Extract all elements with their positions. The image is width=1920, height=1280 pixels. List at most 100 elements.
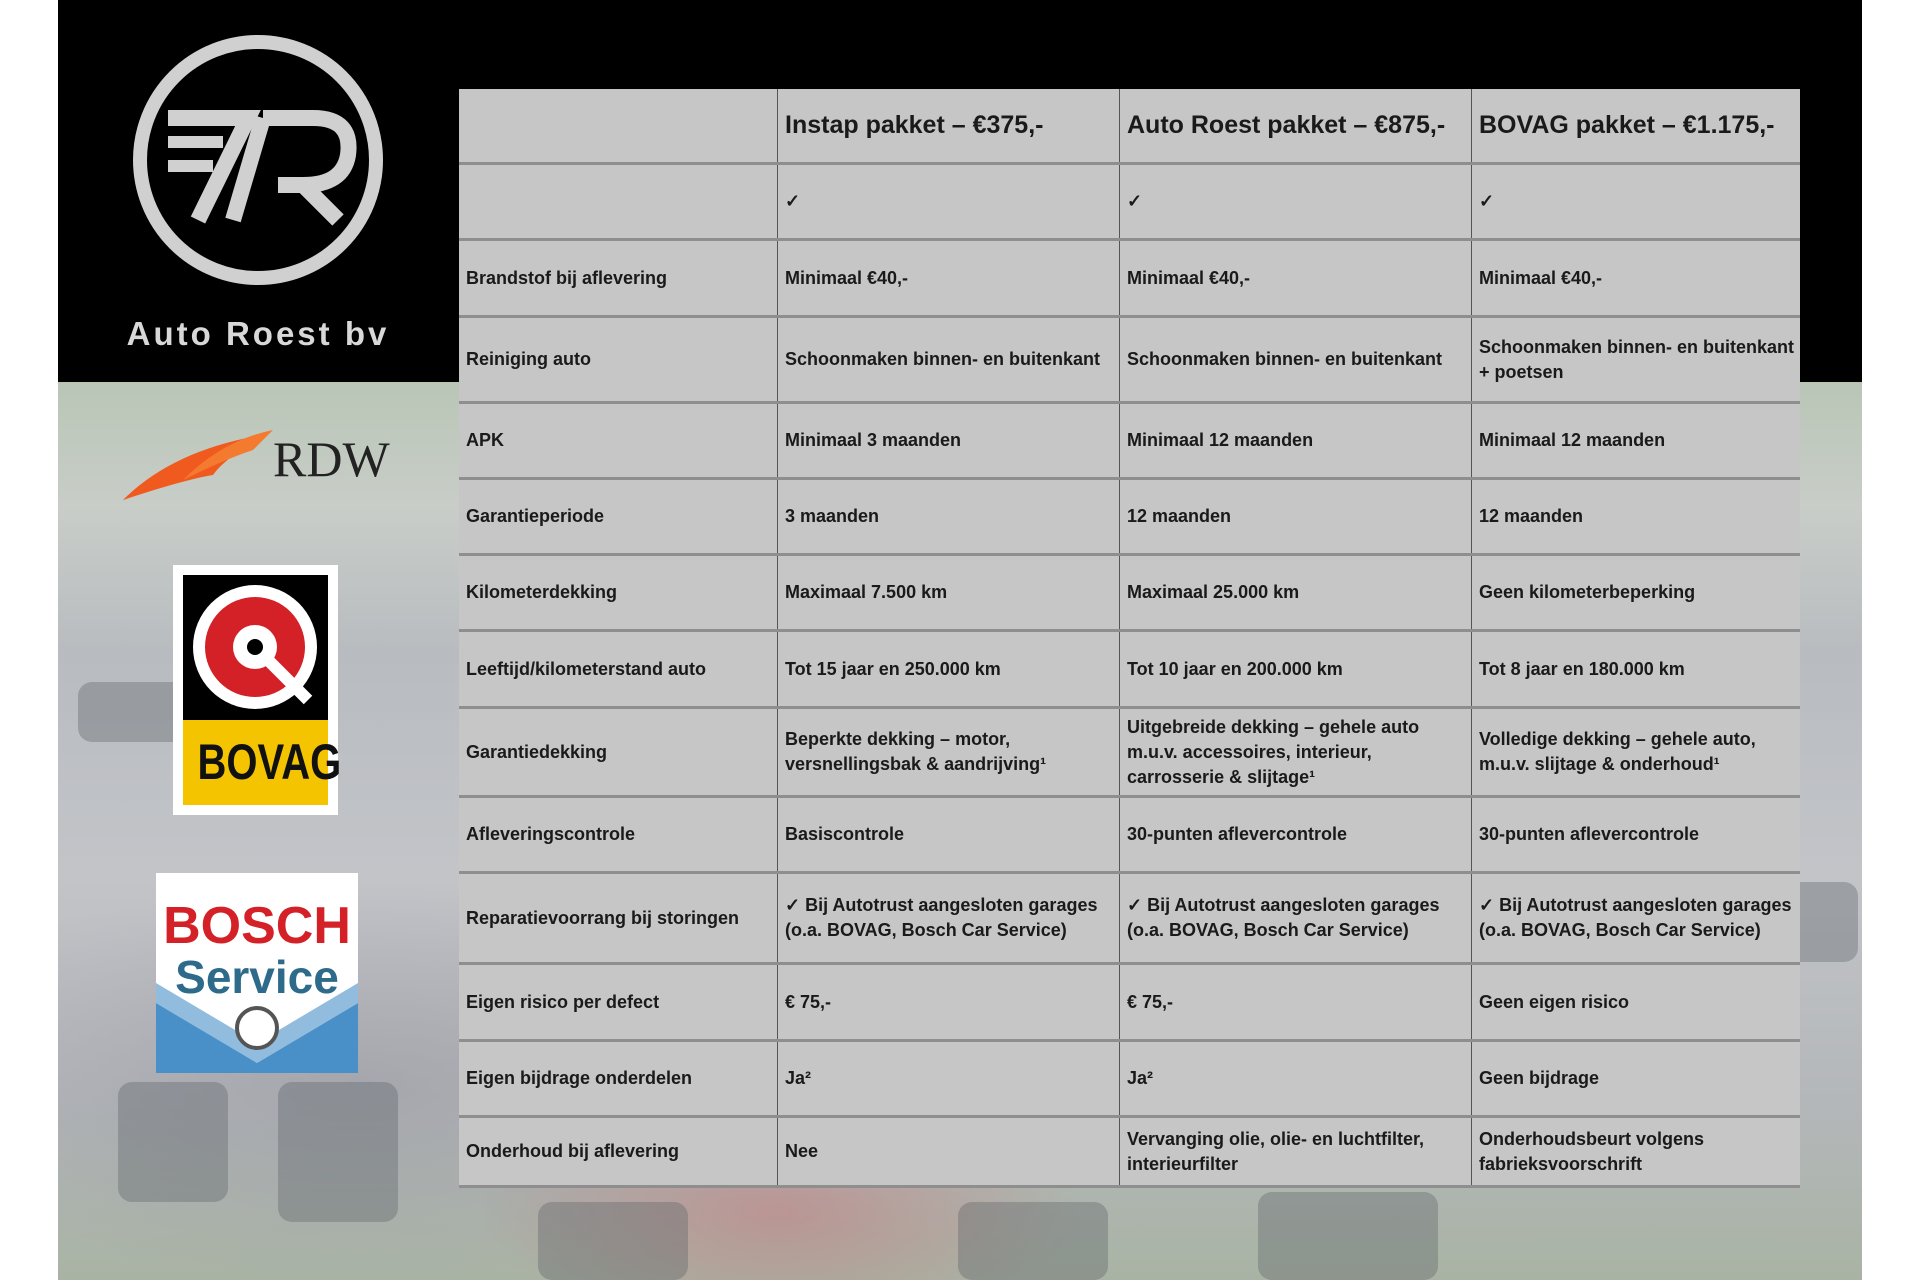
cell-text: APK	[466, 430, 505, 450]
package-comparison-table: Instap pakket – €375,- Auto Roest pakket …	[459, 89, 1800, 1188]
table-cell: Vervanging olie, olie- en luchtfilter, i…	[1120, 1118, 1472, 1185]
cell-text: € 75,-	[1127, 991, 1174, 1012]
cell-text: Garantieperiode	[466, 506, 605, 526]
cell-text: ✓ Bij Autotrust aangesloten garages (o.a…	[1127, 895, 1440, 940]
column-header	[459, 89, 778, 162]
table-cell: € 75,-	[1120, 965, 1472, 1039]
cell-text: Maximaal 7.500 km	[785, 582, 948, 602]
row-label: APK	[459, 404, 778, 477]
row-label: Reparatievoorrang bij storingen	[459, 874, 778, 962]
column-header: Instap pakket – €375,-	[778, 89, 1120, 162]
table-cell: ✓ Bij Autotrust aangesloten garages (o.a…	[1472, 874, 1800, 962]
cell-text: Tot 15 jaar en 250.000 km	[785, 658, 1001, 679]
table-row: Eigen bijdrage onderdelen Ja² Ja² Geen bijd…	[459, 1042, 1800, 1118]
table-cell: ✓	[1472, 165, 1800, 238]
table-row: Brandstof bij aflevering Minimaal €40,- Mi…	[459, 241, 1800, 318]
table-cell: Minimaal 3 maanden	[778, 404, 1120, 477]
row-label: Leeftijd/kilometerstand auto	[459, 632, 778, 706]
rdw-logo-text: RDW	[273, 431, 390, 487]
cell-text: Eigen risico per defect	[466, 991, 660, 1012]
table-cell: Tot 8 jaar en 180.000 km	[1472, 632, 1800, 706]
table-cell: Minimaal 12 maanden	[1472, 404, 1800, 477]
cell-text: Minimaal 12 maanden	[1127, 430, 1314, 450]
cell-text: Basiscontrole	[785, 824, 905, 844]
cell-text: Reiniging auto	[466, 349, 591, 369]
table-cell: Nee	[778, 1118, 1120, 1185]
cell-text: Schoonmaken binnen- en buitenkant	[785, 349, 1101, 369]
table-row: Kilometerdekking Maximaal 7.500 km Maximaa…	[459, 556, 1800, 632]
table-cell: ✓	[1120, 165, 1472, 238]
cell-text: 30-punten aflevercontrole	[1127, 824, 1348, 844]
table-row: Afleveringscontrole Basiscontrole 30-punte…	[459, 798, 1800, 874]
table-cell: Ja²	[778, 1042, 1120, 1115]
row-label: Kilometerdekking	[459, 556, 778, 629]
cell-text: Geen kilometerbeperking	[1479, 582, 1696, 602]
cell-text: Brandstof bij aflevering	[466, 267, 668, 288]
table-cell: Basiscontrole	[778, 798, 1120, 871]
table-row: Onderhoud bij aflevering Nee Vervanging ol…	[459, 1118, 1800, 1188]
cell-text: ✓ Bij Autotrust aangesloten garages (o.a…	[785, 895, 1098, 940]
svg-text:BOSCH: BOSCH	[163, 897, 351, 955]
table-row: Garantiedekking Beperkte dekking – motor,…	[459, 709, 1800, 798]
row-label: Onderhoud bij aflevering	[459, 1118, 778, 1185]
table-header-row: Instap pakket – €375,- Auto Roest pakket …	[459, 89, 1800, 165]
table-row: Reparatievoorrang bij storingen ✓ Bij Aut…	[459, 874, 1800, 965]
cell-text: Eigen bijdrage onderdelen	[466, 1068, 693, 1088]
cell-text: Onderhoud bij aflevering	[466, 1141, 680, 1161]
cell-text: Afleveringscontrole	[466, 824, 636, 844]
table-cell: Geen kilometerbeperking	[1472, 556, 1800, 629]
cell-text: Uitgebreide dekking – gehele auto m.u.v.…	[1127, 716, 1420, 787]
cell-text: Vervanging olie, olie- en luchtfilter, i…	[1127, 1128, 1425, 1174]
cell-text: Instap pakket – €375,-	[785, 111, 1044, 139]
brand-name: Auto Roest bv	[126, 315, 390, 352]
column-header: Auto Roest pakket – €875,-	[1120, 89, 1472, 162]
table-cell: Maximaal 25.000 km	[1120, 556, 1472, 629]
cell-text: Ja²	[1127, 1068, 1154, 1088]
cell-text: 12 maanden	[1479, 506, 1584, 526]
cell-text: Maximaal 25.000 km	[1127, 582, 1300, 602]
cell-text: Schoonmaken binnen- en buitenkant	[1127, 349, 1443, 369]
cell-text: Kilometerdekking	[466, 582, 618, 602]
cell-text: Auto Roest pakket – €875,-	[1127, 111, 1446, 139]
table-cell: Schoonmaken binnen- en buitenkant	[778, 318, 1120, 401]
bosch-service-logo: BOSCH Service	[156, 873, 358, 1073]
table-row: Eigen risico per defect € 75,- € 75,- Geen …	[459, 965, 1800, 1042]
table-cell: Schoonmaken binnen- en buitenkant	[1120, 318, 1472, 401]
row-label	[459, 165, 778, 238]
table-cell: Tot 10 jaar en 200.000 km	[1120, 632, 1472, 706]
cell-text: Reparatievoorrang bij storingen	[466, 907, 740, 928]
cell-text: Minimaal 3 maanden	[785, 430, 962, 450]
cell-text: Beperkte dekking – motor, versnellingsba…	[785, 729, 1047, 774]
cell-text: 3 maanden	[785, 506, 880, 526]
cell-text: Minimaal €40,-	[1479, 267, 1603, 288]
rdw-logo	[123, 430, 273, 500]
table-row: ✓ ✓ ✓	[459, 165, 1800, 241]
row-label: Afleveringscontrole	[459, 798, 778, 871]
cell-text: Tot 10 jaar en 200.000 km	[1127, 658, 1343, 679]
table-row: APK Minimaal 3 maanden Minimaal 12 maanden…	[459, 404, 1800, 480]
row-label: Garantiedekking	[459, 709, 778, 795]
table-cell: Schoonmaken binnen- en buitenkant + poet…	[1472, 318, 1800, 401]
row-label: Eigen bijdrage onderdelen	[459, 1042, 778, 1115]
table-row: Garantieperiode 3 maanden 12 maanden 12 maa…	[459, 480, 1800, 556]
cell-text: Onderhoudsbeurt volgens fabrieksvoorschr…	[1479, 1128, 1705, 1174]
bovag-logo-text: BOVAG	[197, 734, 342, 790]
cell-text: 30-punten aflevercontrole	[1479, 824, 1700, 844]
table-cell: 30-punten aflevercontrole	[1120, 798, 1472, 871]
table-cell: Geen eigen risico	[1472, 965, 1800, 1039]
cell-text: Ja²	[785, 1068, 812, 1088]
row-label: Garantieperiode	[459, 480, 778, 553]
cell-text: Minimaal €40,-	[785, 267, 909, 288]
cell-text: Geen eigen risico	[1479, 991, 1630, 1012]
table-cell: Volledige dekking – gehele auto, m.u.v. …	[1472, 709, 1800, 795]
column-header: BOVAG pakket – €1.175,-	[1472, 89, 1800, 162]
table-cell: ✓ Bij Autotrust aangesloten garages (o.a…	[778, 874, 1120, 962]
table-cell: Onderhoudsbeurt volgens fabrieksvoorschr…	[1472, 1118, 1800, 1185]
table-row: Reiniging auto Schoonmaken binnen- en bui…	[459, 318, 1800, 404]
table-cell: Ja²	[1120, 1042, 1472, 1115]
table-cell: Minimaal 12 maanden	[1120, 404, 1472, 477]
svg-text:Service: Service	[175, 951, 339, 1003]
table-cell: Geen bijdrage	[1472, 1042, 1800, 1115]
table-cell: Maximaal 7.500 km	[778, 556, 1120, 629]
row-label: Reiniging auto	[459, 318, 778, 401]
